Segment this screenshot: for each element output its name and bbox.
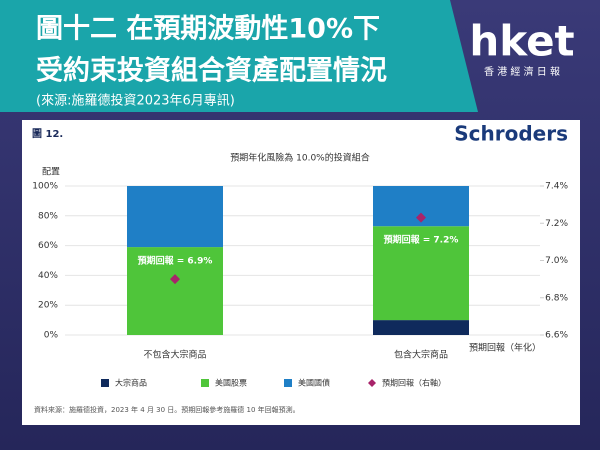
bar-segment <box>373 320 469 335</box>
bar-segment <box>127 247 223 335</box>
y2-tick-label: 7.0% <box>545 256 568 266</box>
logo-sub: 香 港 經 濟 日 報 <box>484 65 560 78</box>
y-tick-label: 0% <box>44 331 59 341</box>
legend-label: 大宗商品 <box>115 378 147 388</box>
legend-marker <box>201 379 209 387</box>
y2-tick-label: 6.6% <box>545 331 568 341</box>
y-tick-label: 80% <box>38 211 58 221</box>
title-line: 受約束投資組合資產配置情況 <box>36 55 387 87</box>
y2-axis-label: 預期回報（年化） <box>469 342 541 354</box>
brand: Schroders <box>454 122 568 146</box>
legend-marker <box>284 379 292 387</box>
value-label: 預期回報 = 7.2% <box>384 234 459 246</box>
legend-marker <box>368 379 376 387</box>
figure-number: 圖 12. <box>32 128 63 140</box>
legend-label: 美國股票 <box>215 378 247 388</box>
y-axis-label: 配置 <box>42 167 60 178</box>
bar-segment <box>373 226 469 321</box>
y-tick-label: 40% <box>38 271 58 281</box>
source: (來源:施羅德投資2023年6月專訊) <box>36 93 235 109</box>
x-tick-label: 包含大宗商品 <box>394 349 448 361</box>
bar-segment <box>127 186 223 248</box>
chart-title: 預期年化風險為 10.0%的投資組合 <box>230 152 369 164</box>
y-tick-label: 100% <box>32 182 58 192</box>
legend-label: 美國國債 <box>298 378 330 388</box>
figure-note: 資料來源：施羅德投資，2023 年 4 月 30 日。預期回報參考施羅德 10 … <box>34 405 300 414</box>
y2-tick-label: 6.8% <box>545 293 568 303</box>
return-marker <box>416 212 426 223</box>
figure-card <box>22 120 580 425</box>
value-label: 預期回報 = 6.9% <box>138 255 213 267</box>
legend-marker <box>101 379 109 387</box>
y-tick-label: 20% <box>38 301 58 311</box>
y2-tick-label: 7.2% <box>545 219 568 229</box>
x-tick-label: 不包含大宗商品 <box>143 349 206 361</box>
legend-label: 預期回報（右軸） <box>382 378 446 388</box>
return-marker <box>170 274 180 285</box>
title-banner <box>0 0 478 112</box>
logo: hket <box>469 17 574 66</box>
title-line: 圖十二 在預期波動性10%下 <box>36 14 380 45</box>
y-tick-label: 60% <box>38 241 58 251</box>
y2-tick-label: 7.4% <box>545 182 568 192</box>
